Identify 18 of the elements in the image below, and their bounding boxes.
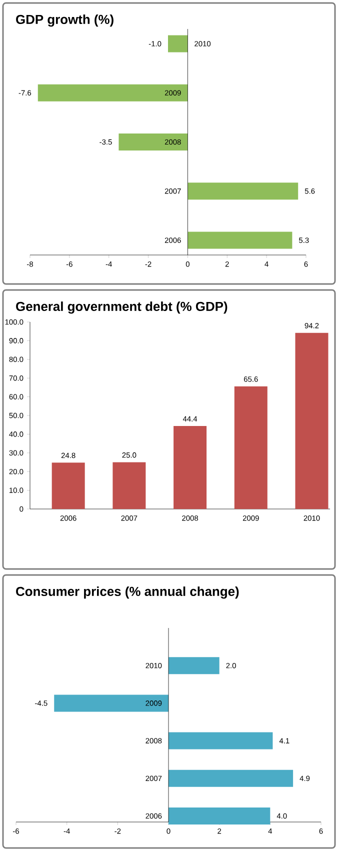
- bar: [295, 332, 328, 509]
- bar: [168, 657, 220, 674]
- bar: [234, 386, 268, 509]
- bar: [174, 426, 207, 509]
- bar: [54, 694, 169, 712]
- chart-title: GDP growth (%): [16, 14, 114, 27]
- bar: [112, 462, 146, 509]
- chart-title: General government debt (% GDP): [16, 302, 228, 314]
- bar: [168, 35, 188, 52]
- bar: [118, 133, 188, 150]
- bar: [188, 232, 292, 249]
- bar: [168, 807, 270, 824]
- chart-title: Consumer prices (% annual change): [16, 586, 239, 599]
- bar: [168, 732, 273, 750]
- bar: [188, 182, 298, 200]
- bar: [52, 462, 85, 509]
- bar: [38, 84, 188, 102]
- bar: [168, 770, 294, 787]
